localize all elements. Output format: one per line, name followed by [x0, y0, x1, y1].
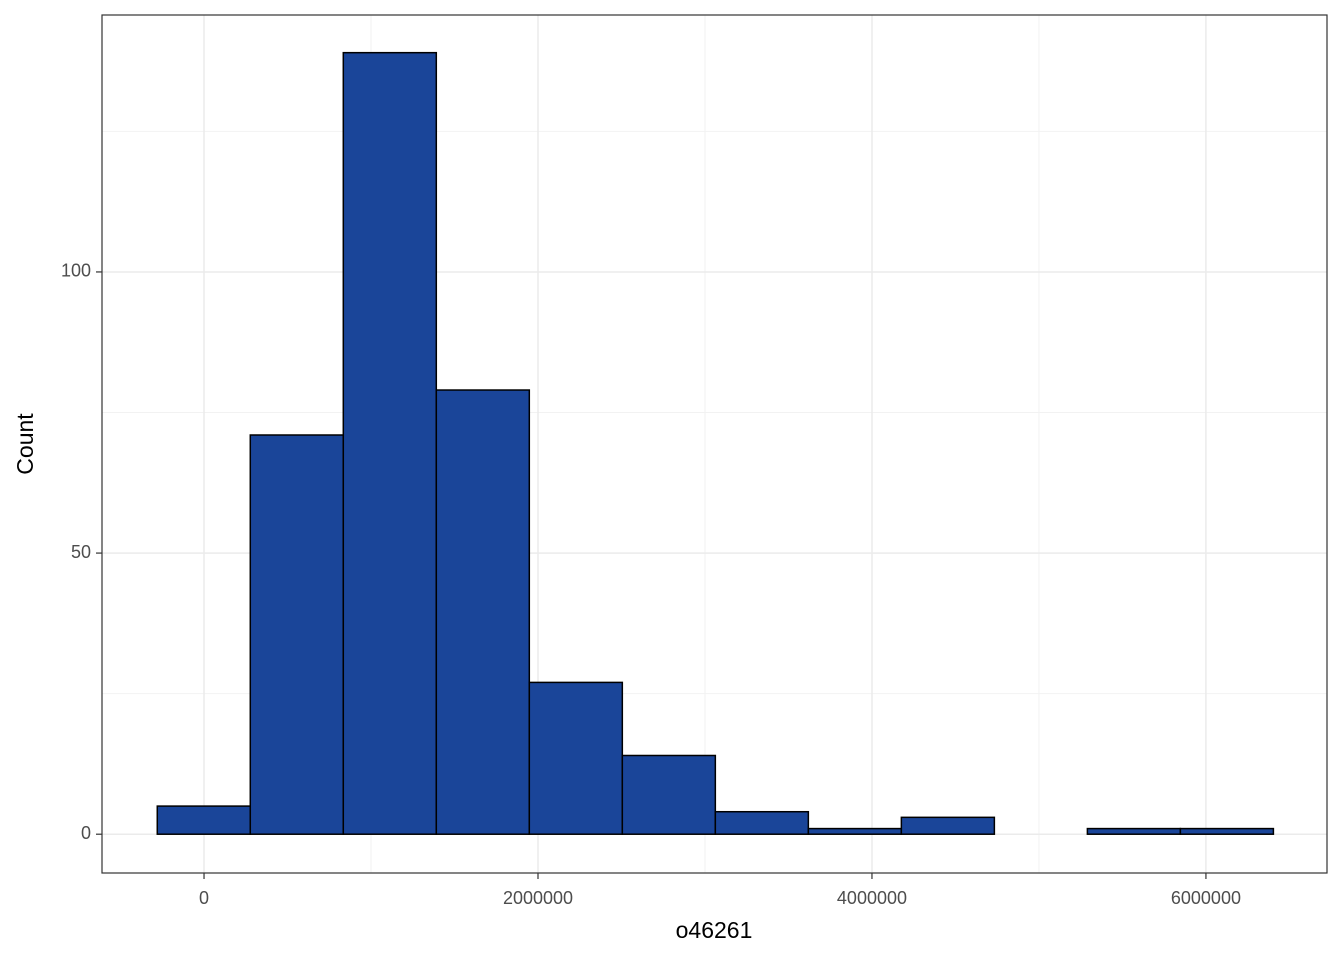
- y-tick-label: 100: [61, 261, 91, 281]
- bar: [900, 816, 996, 835]
- y-tick-label: 0: [81, 823, 91, 843]
- x-tick-label: 2000000: [503, 888, 573, 908]
- bar: [714, 810, 810, 835]
- bar: [435, 389, 531, 835]
- x-tick-label: 4000000: [837, 888, 907, 908]
- y-axis-title: Count: [12, 413, 38, 475]
- bar: [156, 805, 252, 835]
- ticks: 0 2000000 4000000 6000000 0 50 100: [61, 261, 1241, 908]
- x-axis-title: o46261: [676, 917, 753, 943]
- bar: [807, 827, 903, 835]
- bar: [1179, 827, 1275, 835]
- panel-border: [101, 14, 1328, 874]
- y-tick-label: 50: [71, 542, 91, 562]
- x-tick-label: 0: [199, 888, 209, 908]
- bar: [342, 51, 438, 835]
- x-tick-label: 6000000: [1171, 888, 1241, 908]
- bar: [1086, 827, 1182, 835]
- bars: [156, 51, 1275, 835]
- bar: [249, 434, 345, 835]
- bar: [621, 754, 717, 835]
- bar: [528, 681, 624, 835]
